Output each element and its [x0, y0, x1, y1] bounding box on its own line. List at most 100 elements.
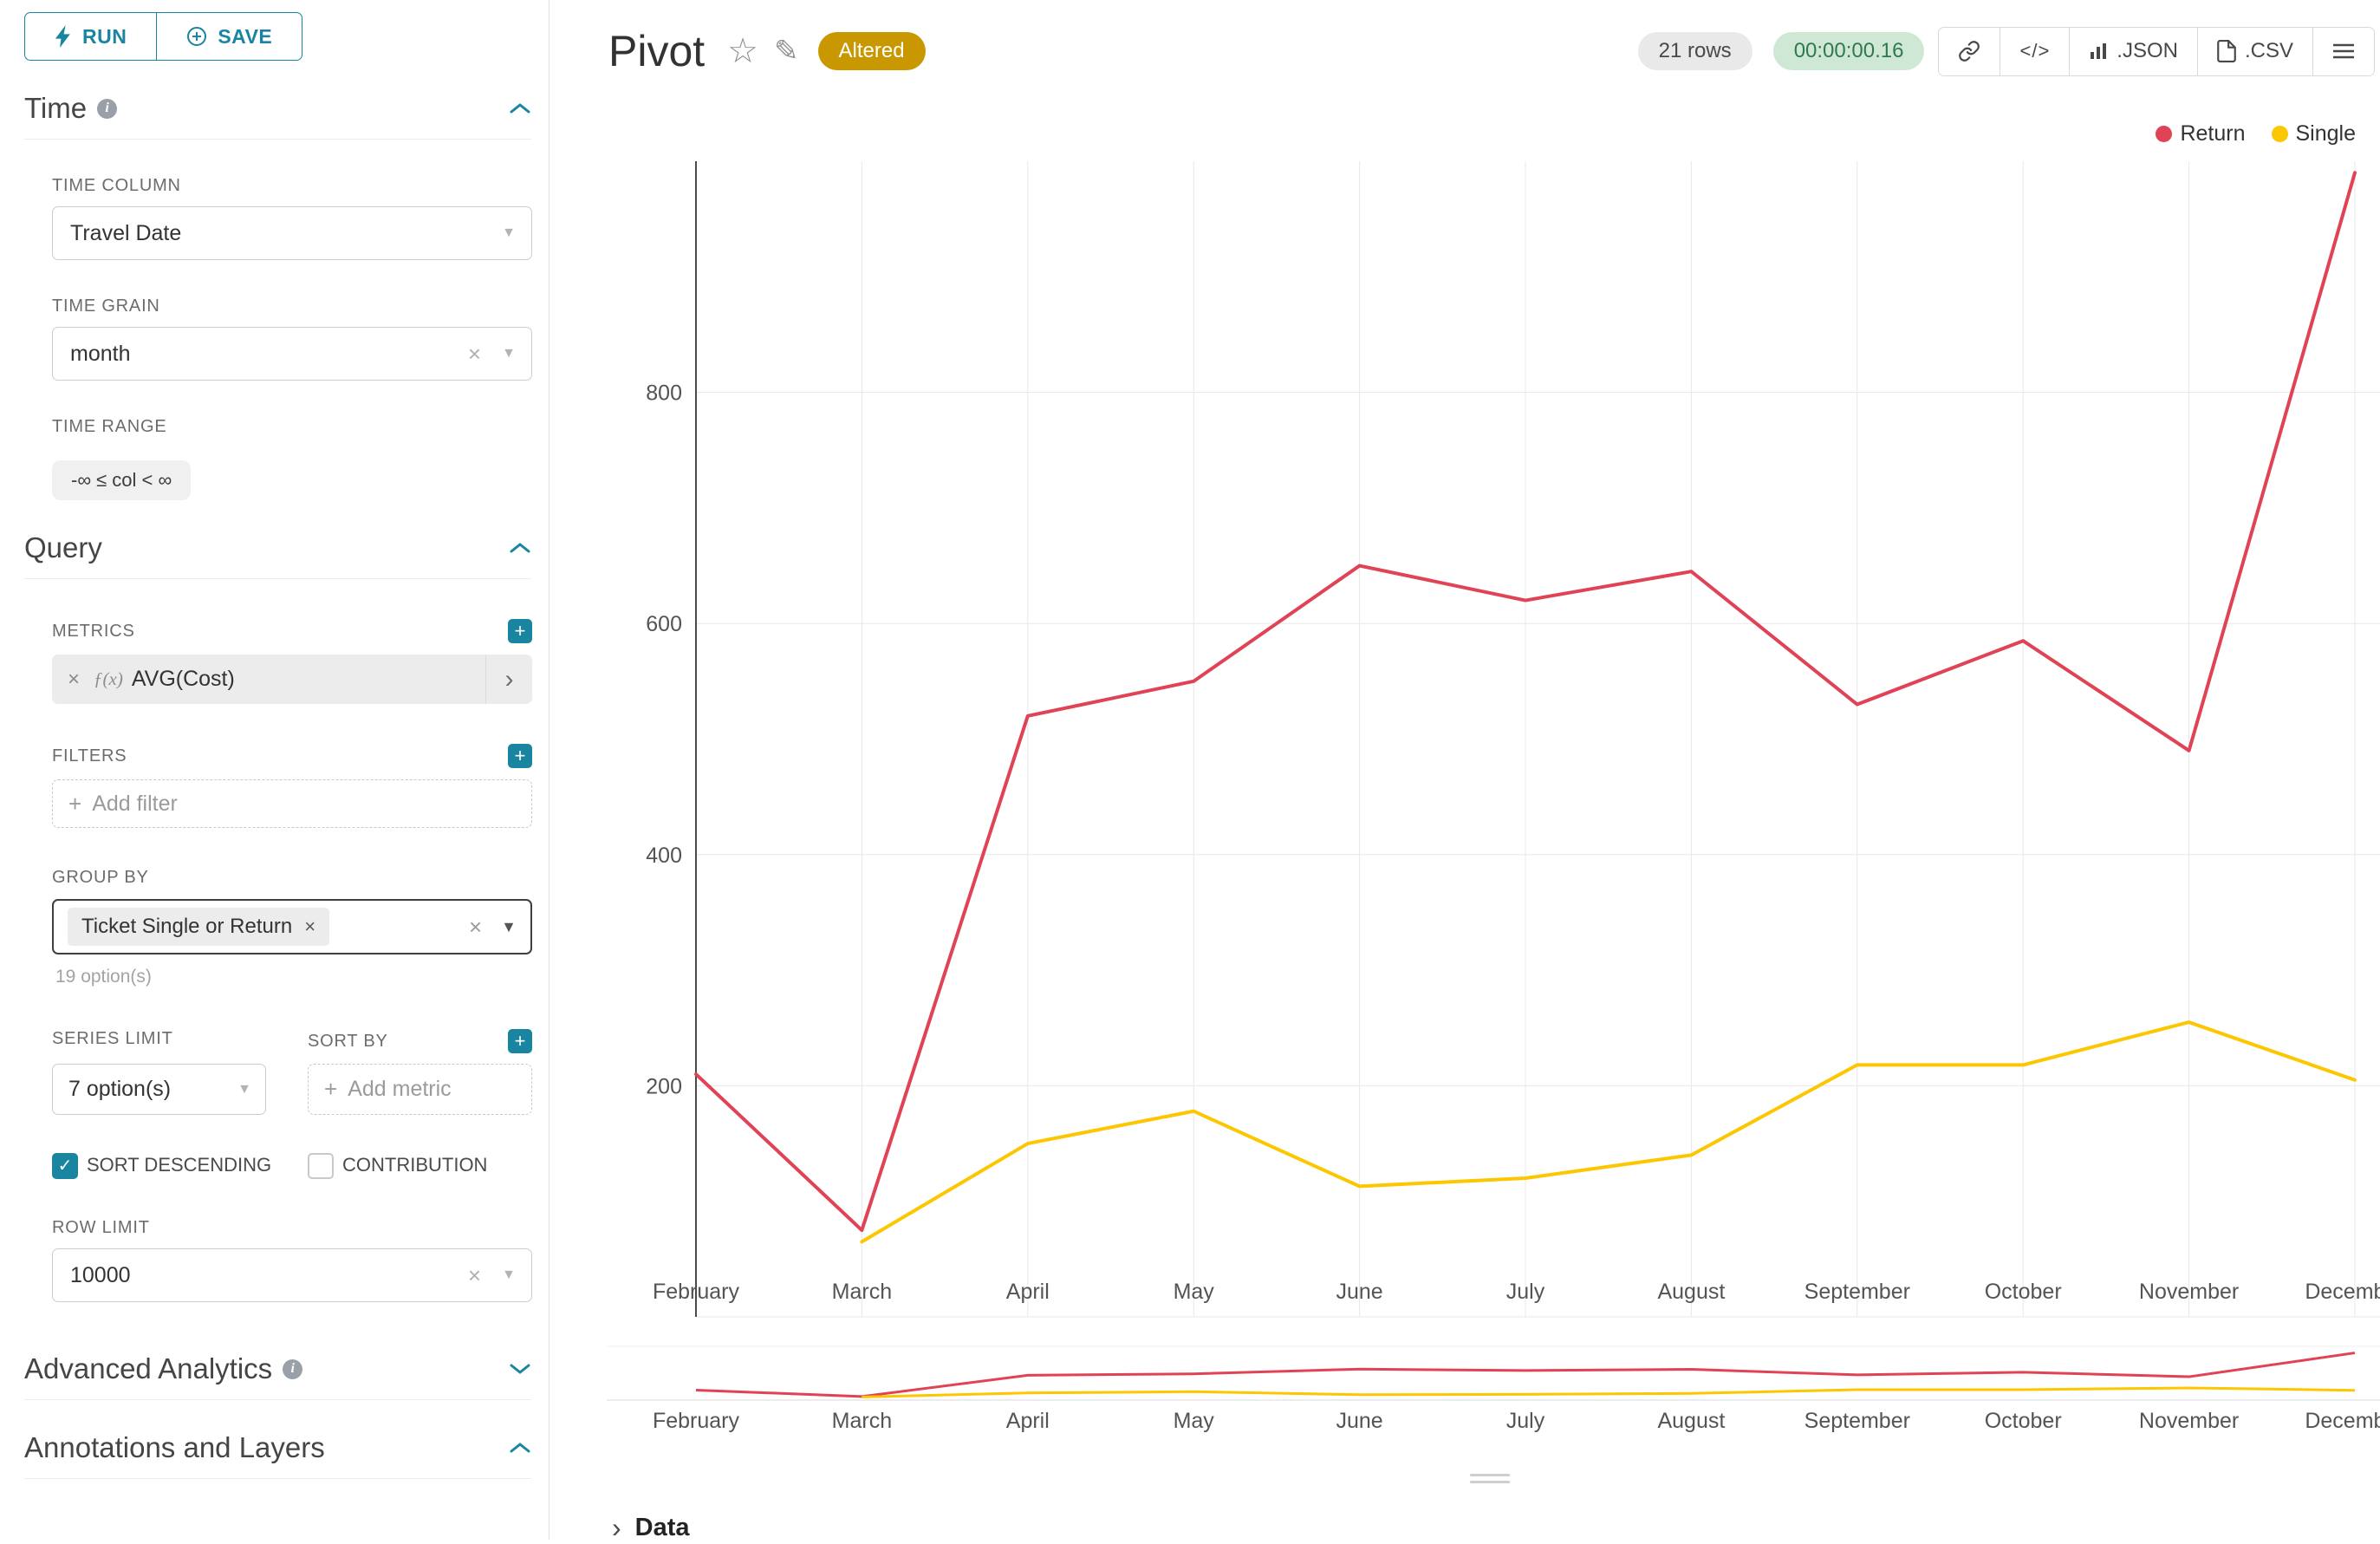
time-section-header[interactable]: Time i [24, 92, 531, 140]
main-line-chart[interactable]: 200 400 600 800 February March April May June Jul… [607, 156, 2380, 1326]
svg-text:400: 400 [646, 844, 682, 868]
collapse-chevron-up-icon[interactable] [509, 541, 531, 555]
time-range-pill[interactable]: -∞ ≤ col < ∞ [52, 460, 192, 500]
metric-item[interactable]: × ƒ(x) AVG(Cost) › [52, 655, 532, 704]
add-metric-placeholder: Add metric [348, 1077, 452, 1101]
series-limit-value: 7 option(s) [68, 1077, 172, 1101]
group-by-label: GROUP BY [52, 868, 149, 887]
chart-header: Pivot ☆ ✎ Altered 21 rows 00:00:00.16 </… [608, 24, 2375, 78]
svg-text:200: 200 [646, 1074, 682, 1098]
query-section-title: Query [24, 531, 102, 564]
group-by-select[interactable]: Ticket Single or Return × × ▼ [52, 899, 532, 954]
data-panel-toggle[interactable]: › Data [612, 1512, 690, 1544]
svg-text:April: April [1006, 1280, 1050, 1304]
add-filter-dropzone[interactable]: + Add filter [52, 779, 532, 828]
limit-sort-labels: SERIES LIMIT SORT BY + [52, 1029, 532, 1053]
svg-text:September: September [1805, 1280, 1910, 1304]
svg-text:600: 600 [646, 612, 682, 636]
contribution-field: CONTRIBUTION [308, 1150, 532, 1180]
svg-text:February: February [653, 1409, 740, 1433]
collapse-chevron-up-icon[interactable] [509, 101, 531, 115]
time-grain-select[interactable]: month × ▼ [52, 327, 532, 381]
export-csv-button[interactable]: .CSV [2196, 27, 2312, 75]
time-column-label: TIME COLUMN [52, 176, 181, 195]
row-limit-select[interactable]: 10000 × ▼ [52, 1248, 532, 1302]
expand-metric-icon[interactable]: › [485, 655, 532, 704]
svg-text:August: August [1657, 1409, 1725, 1433]
svg-text:December: December [2305, 1409, 2380, 1433]
annotations-header[interactable]: Annotations and Layers [24, 1431, 531, 1479]
add-filter-button[interactable]: + [508, 744, 532, 768]
svg-text:June: June [1336, 1409, 1382, 1433]
sort-descending-field: ✓ SORT DESCENDING [52, 1150, 308, 1180]
svg-text:May: May [1174, 1409, 1215, 1433]
svg-text:February: February [653, 1280, 740, 1304]
collapse-chevron-down-icon[interactable] [509, 1362, 531, 1376]
csv-label: .CSV [2244, 39, 2293, 62]
expand-right-chevron-icon: › [612, 1512, 621, 1543]
save-button[interactable]: SAVE [156, 12, 303, 61]
contribution-checkbox[interactable] [308, 1153, 334, 1180]
caret-down-icon: ▼ [501, 917, 517, 935]
collapse-chevron-up-icon[interactable] [509, 1441, 531, 1455]
info-icon: i [97, 98, 118, 119]
save-button-label: SAVE [218, 24, 273, 48]
link-icon [1959, 41, 1980, 62]
checkbox-row: ✓ SORT DESCENDING CONTRIBUTION [52, 1150, 532, 1180]
advanced-analytics-header[interactable]: Advanced Analytics i [24, 1352, 531, 1400]
data-panel-label: Data [634, 1514, 690, 1541]
row-limit-label: ROW LIMIT [52, 1218, 150, 1237]
legend-label-return: Return [2180, 121, 2246, 146]
legend-label-single: Single [2295, 121, 2357, 146]
group-by-options-hint: 19 option(s) [55, 967, 152, 987]
metrics-label: METRICS [52, 621, 135, 641]
plus-icon: + [324, 1076, 338, 1102]
legend-item-single[interactable]: Single [2271, 121, 2357, 147]
svg-text:November: November [2139, 1280, 2239, 1304]
code-icon: </> [2019, 40, 2051, 62]
legend-item-return[interactable]: Return [2156, 121, 2246, 147]
clear-icon[interactable]: × [467, 1261, 481, 1288]
export-json-button[interactable]: .JSON [2069, 27, 2197, 75]
resize-drag-handle[interactable] [1470, 1474, 1510, 1488]
favorite-star-icon[interactable]: ☆ [727, 32, 759, 70]
sort-descending-label: SORT DESCENDING [87, 1154, 272, 1176]
svg-text:September: September [1805, 1409, 1910, 1433]
time-grain-label: TIME GRAIN [52, 296, 160, 316]
svg-text:October: October [1985, 1280, 2062, 1304]
group-by-selected-pill[interactable]: Ticket Single or Return × [68, 908, 330, 946]
bar-chart-icon [2091, 43, 2107, 59]
row-count-badge: 21 rows [1637, 32, 1752, 70]
svg-text:June: June [1336, 1280, 1382, 1304]
range-selector-chart[interactable]: February March April May June July August Septe… [607, 1339, 2380, 1437]
svg-text:July: July [1506, 1280, 1545, 1304]
advanced-analytics-title: Advanced Analytics [24, 1352, 273, 1384]
sort-by-dropzone[interactable]: + Add metric [308, 1064, 532, 1115]
svg-text:March: March [832, 1409, 892, 1433]
clear-icon[interactable]: × [467, 340, 481, 367]
remove-group-by-icon[interactable]: × [304, 915, 316, 937]
chart-title: Pivot [608, 27, 706, 75]
altered-badge[interactable]: Altered [817, 32, 926, 70]
sort-descending-checkbox[interactable]: ✓ [52, 1153, 78, 1180]
add-sort-metric-button[interactable]: + [508, 1029, 532, 1053]
clear-icon[interactable]: × [468, 913, 483, 940]
share-link-button[interactable] [1939, 27, 2000, 75]
export-button-group: </> .JSON .CSV [1938, 26, 2375, 76]
run-save-row: RUN SAVE [24, 12, 531, 61]
series-limit-select[interactable]: 7 option(s) ▼ [52, 1064, 266, 1115]
svg-text:April: April [1006, 1409, 1050, 1433]
run-button[interactable]: RUN [24, 12, 158, 61]
time-section-title: Time [24, 92, 88, 124]
edit-properties-icon[interactable]: ✎ [774, 35, 799, 68]
plus-icon: + [68, 790, 82, 817]
chart-menu-button[interactable] [2312, 27, 2374, 75]
caret-down-icon: ▼ [502, 1267, 516, 1282]
add-metric-button[interactable]: + [508, 619, 532, 643]
legend-dot-return [2156, 126, 2173, 142]
remove-metric-icon[interactable]: × [68, 667, 81, 691]
query-section-header[interactable]: Query [24, 531, 531, 579]
time-column-select[interactable]: Travel Date ▼ [52, 206, 532, 260]
time-grain-value: month [70, 341, 131, 366]
view-query-button[interactable]: </> [2000, 27, 2070, 75]
